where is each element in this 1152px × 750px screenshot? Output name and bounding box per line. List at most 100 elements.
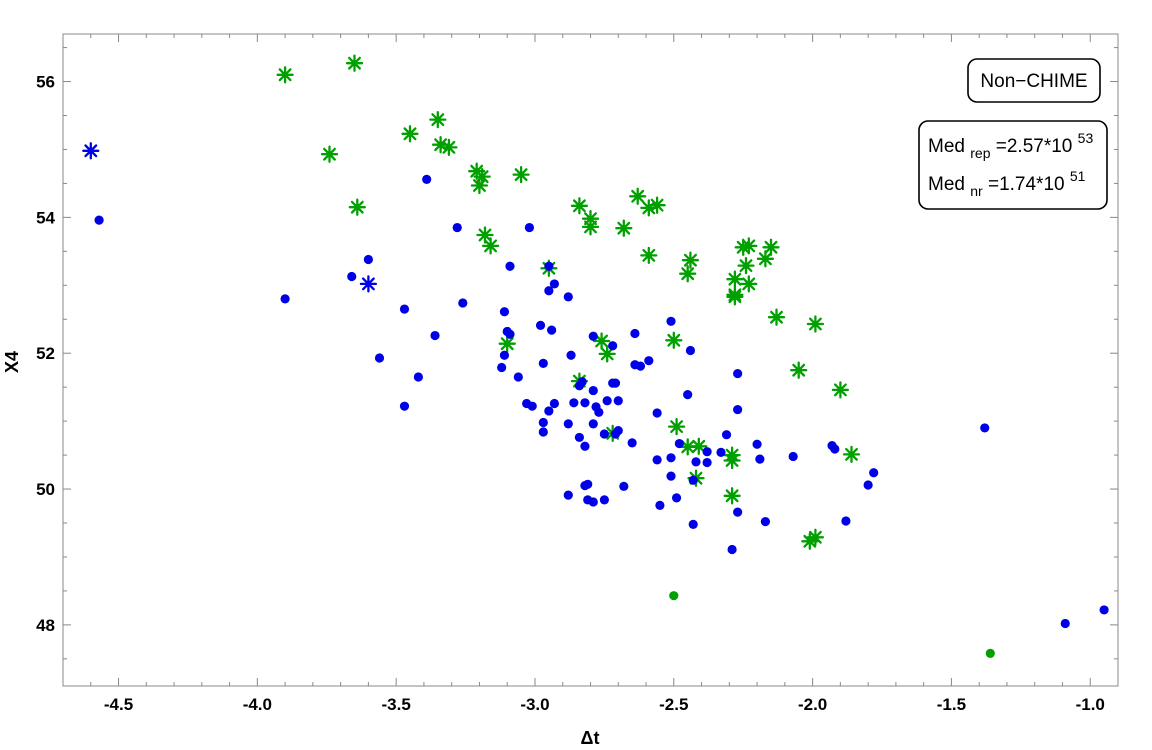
data-point-star	[679, 265, 697, 283]
data-point-dot	[669, 591, 679, 601]
data-point-dot	[702, 457, 712, 468]
median-box-border	[918, 120, 1108, 210]
data-point-dot	[841, 516, 851, 526]
median-rep-exp: 53	[1078, 130, 1094, 146]
data-point-dot	[549, 398, 560, 409]
data-point-dot	[644, 356, 654, 366]
data-point-dot	[691, 457, 701, 467]
data-point-dot	[452, 222, 462, 233]
data-point-dot	[619, 481, 629, 491]
data-point-star	[320, 145, 339, 163]
median-nr-text: Med nr =1.74*10 51	[928, 168, 1086, 201]
data-point-dot	[577, 377, 587, 387]
y-axis-label: X4	[2, 351, 22, 373]
data-point-dot	[630, 328, 640, 339]
data-point-star	[762, 238, 780, 256]
data-points	[82, 54, 1109, 659]
median-info-box: Med rep =2.57*10 53 Med nr =1.74*10 51	[918, 120, 1108, 210]
median-rep-value: =2.57*10	[996, 136, 1073, 157]
data-point-star	[629, 187, 647, 205]
median-nr-main: Med	[928, 174, 965, 195]
data-point-star	[667, 417, 686, 436]
data-point-dot	[513, 372, 523, 382]
x-tick-label: -3.0	[520, 695, 549, 714]
x-axis-label: Δt	[581, 728, 600, 748]
data-point-dot	[535, 320, 546, 330]
data-point-dot	[538, 427, 548, 437]
data-point-dot	[733, 368, 743, 379]
data-point-star	[429, 110, 447, 129]
data-point-dot	[652, 408, 662, 418]
data-point-dot	[863, 480, 873, 490]
y-tick-label: 50	[36, 480, 55, 499]
median-nr-exp: 51	[1070, 168, 1086, 184]
data-point-dot	[752, 439, 762, 449]
data-point-dot	[685, 345, 696, 356]
data-point-star	[470, 176, 489, 195]
data-point-dot	[755, 454, 765, 464]
data-point-dot	[602, 396, 612, 406]
median-rep-sub: rep	[970, 145, 990, 161]
data-point-dot	[760, 517, 771, 527]
data-point-dot	[574, 432, 584, 443]
data-point-dot	[613, 396, 623, 406]
data-point-dot	[563, 292, 573, 302]
data-point-star	[640, 199, 658, 217]
data-point-dot	[347, 271, 357, 282]
data-point-dot	[399, 401, 410, 411]
data-point-dot	[733, 404, 743, 415]
median-nr-sub: nr	[970, 183, 983, 199]
median-rep-text: Med rep =2.57*10 53	[928, 130, 1093, 163]
data-point-dot	[1099, 605, 1109, 615]
data-point-dot	[588, 385, 598, 396]
data-point-dot	[980, 423, 990, 433]
data-point-dot	[627, 438, 637, 448]
data-point-dot	[788, 451, 798, 462]
data-point-dot	[830, 444, 840, 454]
data-point-dot	[422, 174, 432, 184]
data-point-star	[481, 237, 500, 255]
data-point-star	[615, 219, 633, 237]
median-nr-value: =1.74*10	[988, 174, 1065, 195]
data-point-dot	[594, 407, 604, 417]
data-point-dot	[588, 331, 598, 341]
data-point-dot	[544, 261, 554, 271]
data-point-dot	[666, 316, 676, 326]
data-point-dot	[985, 648, 995, 659]
data-point-star	[740, 237, 758, 255]
category-legend-box: Non−CHIME	[967, 58, 1101, 103]
data-point-dot	[716, 447, 726, 457]
data-point-dot	[497, 362, 507, 373]
data-point-star	[592, 332, 611, 350]
data-point-dot	[549, 279, 560, 289]
data-point-dot	[499, 307, 510, 317]
y-tick-label: 56	[36, 73, 55, 92]
data-point-dot	[538, 358, 548, 368]
data-point-dot	[733, 507, 743, 517]
data-point-dot	[563, 419, 573, 429]
data-point-dot	[671, 493, 682, 503]
data-point-dot	[374, 353, 385, 363]
data-point-dot	[563, 490, 573, 500]
data-point-dot	[527, 401, 537, 411]
median-rep-main: Med	[928, 136, 965, 157]
data-point-star	[726, 288, 744, 306]
x-tick-label: -1.0	[1076, 695, 1105, 714]
data-point-star	[737, 256, 755, 275]
data-point-dot	[569, 398, 579, 408]
data-point-dot	[652, 455, 662, 465]
data-point-dot	[566, 350, 576, 360]
data-point-star	[570, 197, 589, 215]
data-point-star	[806, 528, 825, 546]
x-tick-label: -2.5	[659, 695, 688, 714]
data-point-star	[831, 381, 850, 399]
data-point-star	[581, 218, 600, 236]
data-point-dot	[727, 544, 737, 555]
data-point-star	[665, 331, 683, 349]
data-point-star	[726, 270, 744, 288]
data-point-dot	[580, 441, 590, 451]
data-point-star	[473, 167, 491, 186]
data-point-star	[476, 226, 494, 244]
data-point-dot	[547, 325, 557, 335]
data-point-dot	[869, 468, 879, 478]
